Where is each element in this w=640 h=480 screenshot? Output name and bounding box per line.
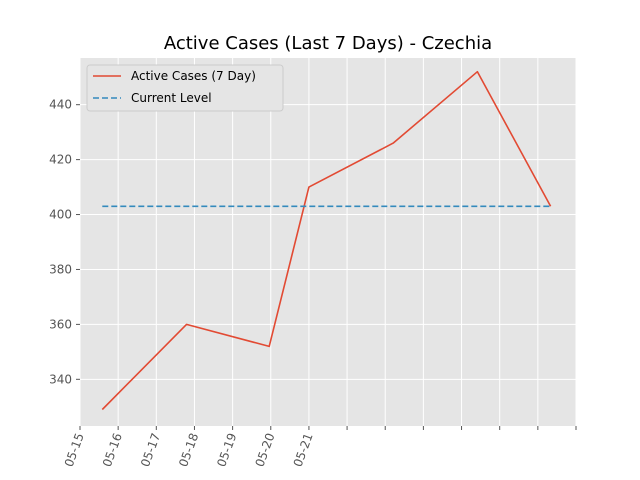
- y-tick-label: 400: [49, 208, 72, 222]
- y-tick-label: 440: [49, 98, 72, 112]
- y-axis: 340 360 380 400 420 440: [49, 98, 80, 386]
- x-tick-label: 05-19: [214, 431, 239, 469]
- legend-box: [86, 64, 284, 112]
- y-tick-label: 380: [49, 262, 72, 276]
- series-line-0: [101, 70, 552, 411]
- legend-label: Current Level: [131, 91, 212, 105]
- x-tick-label: 05-20: [253, 431, 278, 469]
- grid: [79, 58, 577, 426]
- plot-area: [80, 58, 576, 426]
- x-axis: 05-15 05-16 05-17 05-18 05-19 05-20 05-21: [62, 426, 577, 469]
- y-tick-label: 360: [49, 317, 72, 331]
- y-tick-label: 420: [49, 153, 72, 167]
- x-tick-label: 05-15: [62, 431, 87, 469]
- series-lines: [101, 70, 552, 411]
- y-tick-label: 340: [49, 372, 72, 386]
- x-tick-label: 05-21: [291, 431, 316, 469]
- legend-label: Active Cases (7 Day): [131, 69, 256, 83]
- x-tick-label: 05-18: [176, 431, 201, 469]
- x-tick-label: 05-17: [138, 431, 163, 469]
- chart-title: Active Cases (Last 7 Days) - Czechia: [164, 33, 492, 54]
- x-tick-label: 05-16: [100, 431, 125, 469]
- legend: Active Cases (7 Day) Current Level: [86, 64, 284, 112]
